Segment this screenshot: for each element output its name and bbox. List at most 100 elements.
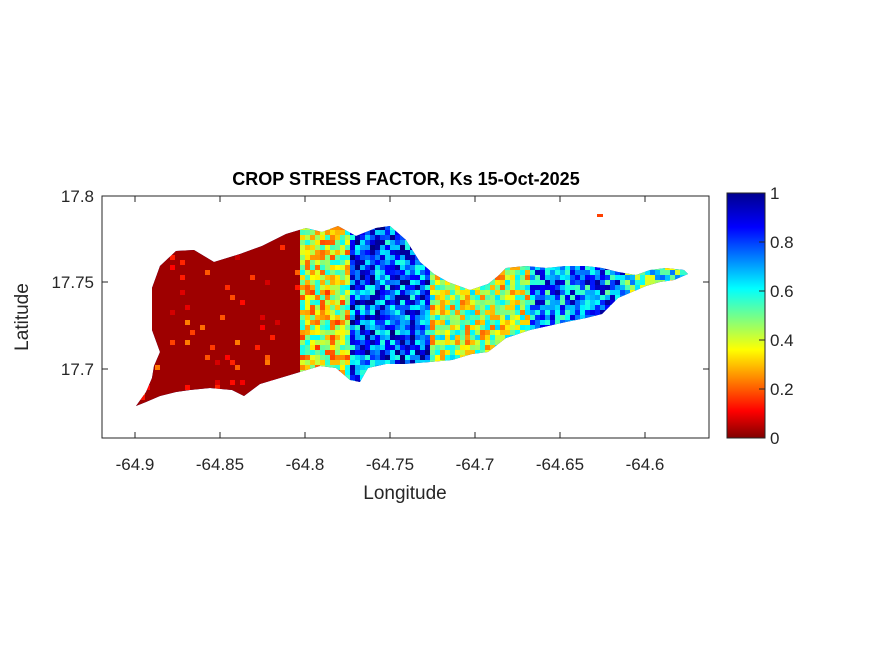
- heat-cell: [425, 345, 430, 350]
- heat-cell: [575, 275, 580, 280]
- heat-cell: [210, 385, 215, 390]
- heat-cell: [375, 315, 380, 320]
- heat-cell: [510, 275, 515, 280]
- heat-cell: [310, 325, 315, 330]
- heat-cell: [220, 340, 225, 345]
- heat-cell: [535, 295, 540, 300]
- heat-cell: [225, 295, 230, 300]
- heat-cell: [365, 260, 370, 265]
- heat-cell: [225, 315, 230, 320]
- heat-cell: [275, 365, 280, 370]
- heat-cell: [220, 310, 225, 315]
- heat-cell: [300, 250, 305, 255]
- heat-cell: [465, 325, 470, 330]
- heat-cell: [205, 335, 210, 340]
- heat-cell: [295, 290, 300, 295]
- heat-cell: [645, 275, 650, 280]
- heat-cell: [320, 265, 325, 270]
- y-tick-label: 17.75: [51, 273, 94, 292]
- heat-cell: [440, 355, 445, 360]
- heat-cell: [240, 375, 245, 380]
- heat-cell: [490, 300, 495, 305]
- y-tick-label: 17.7: [61, 360, 94, 379]
- heat-cell: [335, 320, 340, 325]
- heat-cell: [205, 285, 210, 290]
- heat-cell: [500, 285, 505, 290]
- heat-cell: [570, 295, 575, 300]
- heat-cell: [310, 340, 315, 345]
- heat-cell: [160, 325, 165, 330]
- heat-cell: [335, 280, 340, 285]
- heat-cell: [245, 290, 250, 295]
- heat-cell: [225, 320, 230, 325]
- heat-cell: [370, 245, 375, 250]
- heat-cell: [165, 365, 170, 370]
- heat-cell: [155, 385, 160, 390]
- heat-cell: [440, 285, 445, 290]
- heat-cell: [275, 305, 280, 310]
- x-tick: -64.6: [626, 196, 664, 474]
- heat-cell: [525, 305, 530, 310]
- heat-cell: [515, 285, 520, 290]
- heat-cell: [170, 315, 175, 320]
- heat-cell: [210, 375, 215, 380]
- heat-cell: [280, 295, 285, 300]
- heat-cell: [375, 355, 380, 360]
- heat-cell: [150, 310, 155, 315]
- heat-cell: [250, 315, 255, 320]
- heat-cell: [285, 255, 290, 260]
- heat-cell: [260, 335, 265, 340]
- heat-cell: [260, 285, 265, 290]
- heat-cell: [375, 235, 380, 240]
- heat-cell: [340, 320, 345, 325]
- heat-cell: [170, 355, 175, 360]
- heat-cell: [215, 355, 220, 360]
- heat-cell: [155, 310, 160, 315]
- heat-cell: [355, 315, 360, 320]
- heat-cell: [345, 300, 350, 305]
- heat-cell: [325, 315, 330, 320]
- heat-cell: [265, 340, 270, 345]
- heat-cell: [185, 355, 190, 360]
- heat-cell: [505, 270, 510, 275]
- heat-cell: [350, 255, 355, 260]
- heat-cell: [370, 360, 375, 365]
- heat-cell: [340, 340, 345, 345]
- heat-cell: [570, 300, 575, 305]
- heat-cell: [160, 275, 165, 280]
- heat-cell: [465, 305, 470, 310]
- heat-cell: [290, 350, 295, 355]
- heat-cell: [420, 265, 425, 270]
- heat-cell: [405, 315, 410, 320]
- heat-cell: [235, 345, 240, 350]
- heat-cell: [300, 305, 305, 310]
- heat-cell: [260, 365, 265, 370]
- heat-cell: [320, 240, 325, 245]
- heat-cell: [160, 390, 165, 395]
- heat-cell: [500, 270, 505, 275]
- heat-cell: [285, 340, 290, 345]
- heat-cell: [175, 385, 180, 390]
- heat-cell: [185, 310, 190, 315]
- heat-cell: [420, 360, 425, 365]
- heat-cell: [305, 285, 310, 290]
- heat-cell: [510, 310, 515, 315]
- heat-cell: [565, 300, 570, 305]
- heat-cell: [275, 240, 280, 245]
- heat-cell: [420, 295, 425, 300]
- heat-cell: [205, 370, 210, 375]
- heat-cell: [450, 340, 455, 345]
- heat-cell: [415, 295, 420, 300]
- heat-cell: [260, 290, 265, 295]
- heat-cell: [395, 265, 400, 270]
- heat-cell: [480, 325, 485, 330]
- heat-cell: [365, 355, 370, 360]
- heat-cell: [155, 340, 160, 345]
- heat-cell: [165, 270, 170, 275]
- heat-cell: [175, 325, 180, 330]
- heat-cell: [425, 320, 430, 325]
- heat-cell: [525, 270, 530, 275]
- heat-cell: [595, 305, 600, 310]
- heat-cell: [455, 325, 460, 330]
- heat-cell: [340, 235, 345, 240]
